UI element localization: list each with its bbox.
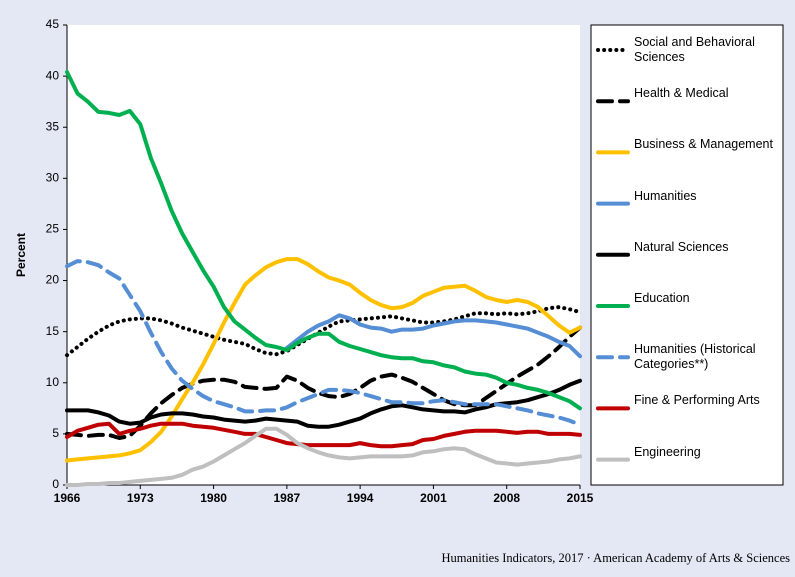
series-line	[65, 257, 582, 463]
y-tick-label: 15	[46, 324, 60, 338]
legend-label: Natural Sciences	[634, 239, 729, 254]
x-tick-label: 1987	[274, 491, 301, 505]
y-axis-label: Percent	[14, 233, 28, 277]
y-tick-label: 10	[46, 375, 60, 389]
x-tick-label: 1994	[347, 491, 374, 505]
legend-label: Health & Medical	[634, 86, 729, 101]
y-tick-label: 25	[46, 222, 60, 236]
legend-label: Education	[634, 291, 690, 305]
legend-label: Fine & Performing Arts	[634, 393, 760, 408]
series-line	[65, 305, 582, 358]
series-line	[65, 325, 582, 440]
y-tick-label: 0	[52, 477, 59, 491]
legend-entry: Humanities	[634, 188, 697, 203]
legend-entry: Engineering	[634, 444, 701, 459]
y-tick-label: 40	[46, 68, 60, 82]
x-tick-label: 2015	[567, 491, 594, 505]
legend-entry: Business & Management	[634, 137, 773, 152]
legend-label: Business & Management	[634, 137, 773, 152]
y-tick-label: 20	[46, 273, 60, 287]
legend-entry: Health & Medical	[634, 86, 729, 101]
y-tick-label: 35	[46, 119, 60, 133]
x-tick-label: 1980	[200, 491, 227, 505]
legend-entry: Fine & Performing Arts	[634, 393, 760, 408]
plot-area	[67, 25, 580, 485]
legend-label: Social and Behavioral Sciences	[634, 35, 755, 64]
legend-label: Humanities	[634, 188, 697, 203]
legend-label: Engineering	[634, 444, 701, 459]
x-tick-label: 2008	[493, 491, 520, 505]
legend-label: Humanities (Historical Categories**)	[634, 342, 756, 372]
series-line	[284, 313, 582, 359]
x-tick-label: 1966	[54, 491, 81, 505]
series-line	[65, 70, 582, 411]
y-tick-label: 5	[52, 426, 59, 440]
series-line	[65, 426, 582, 487]
legend-entry: Education	[634, 291, 690, 305]
y-tick-label: 45	[46, 17, 60, 31]
x-tick-label: 1973	[127, 491, 154, 505]
legend-entry: Natural Sciences	[634, 239, 729, 254]
y-tick-label: 30	[46, 171, 60, 185]
source-note: Humanities Indicators, 2017 · American A…	[441, 551, 790, 565]
legend-entry: Humanities (Historical Categories**)	[634, 342, 756, 372]
series-line	[65, 259, 582, 427]
series-line	[65, 421, 582, 449]
x-tick-label: 2001	[420, 491, 447, 505]
legend-entry: Social and Behavioral Sciences	[634, 35, 755, 64]
